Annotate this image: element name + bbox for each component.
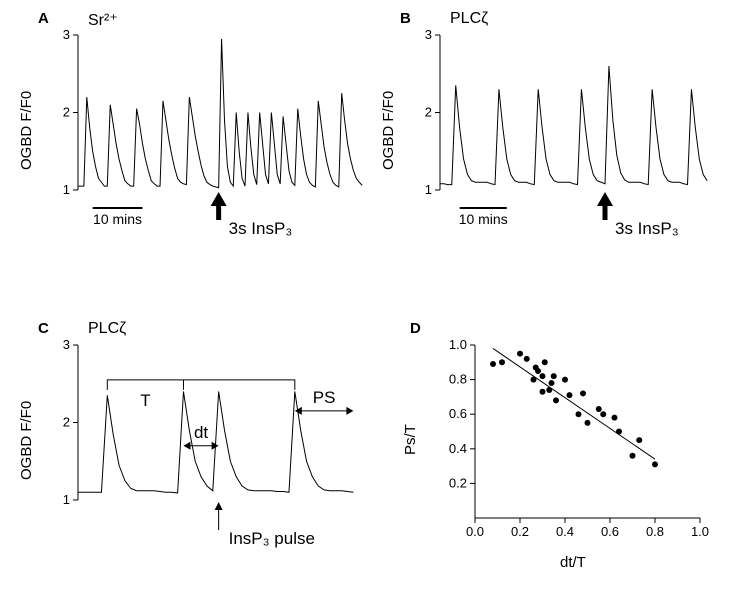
svg-text:3s InsP₃: 3s InsP₃ — [615, 219, 679, 238]
figure: A Sr²⁺ OGBD F/F0 1 2 3 10 mins 3s InsP₃ B PL… — [0, 0, 751, 608]
svg-text:0.8: 0.8 — [449, 372, 467, 387]
svg-text:1.0: 1.0 — [449, 340, 467, 352]
svg-text:3: 3 — [63, 337, 70, 352]
panel-a: A Sr²⁺ OGBD F/F0 12310 mins3s InsP₃ — [38, 10, 376, 240]
svg-text:T: T — [140, 391, 150, 410]
panel-d-chart: 0.2 0.4 0.6 0.8 1.0 0.0 0.2 0.4 0.6 0.8 1.0 — [430, 340, 710, 560]
panel-a-ylabel: OGBD F/F0 — [18, 91, 35, 170]
panel-d-label: D — [410, 320, 421, 337]
svg-text:3s InsP₃: 3s InsP₃ — [229, 219, 293, 238]
panel-b-label: B — [400, 10, 411, 27]
svg-text:InsP₃ pulse: InsP₃ pulse — [229, 529, 315, 548]
svg-text:0.0: 0.0 — [466, 524, 484, 539]
panel-d: D Ps/T dt/T 0.20.40.60.81.00.00.20.40.60… — [430, 340, 710, 560]
svg-text:0.6: 0.6 — [449, 406, 467, 421]
svg-text:0.4: 0.4 — [556, 524, 574, 539]
svg-text:2: 2 — [63, 105, 70, 120]
panel-c-chart: 1 2 3 InsP₃ pulse Tdt PS — [38, 320, 376, 550]
panel-d-xlabel: dt/T — [560, 554, 586, 571]
svg-text:0.2: 0.2 — [449, 475, 467, 490]
panel-d-ylabel: Ps/T — [402, 424, 419, 455]
panel-b-chart: 1 2 3 10 mins 3s InsP₃ — [400, 10, 720, 240]
panel-a-label: A — [38, 10, 49, 27]
svg-text:0.2: 0.2 — [511, 524, 529, 539]
svg-text:10 mins: 10 mins — [459, 211, 508, 227]
panel-b-title: PLCζ — [450, 10, 488, 28]
svg-text:3: 3 — [63, 27, 70, 42]
svg-text:1: 1 — [63, 182, 70, 197]
svg-text:PS: PS — [313, 388, 336, 407]
svg-text:0.8: 0.8 — [646, 524, 664, 539]
svg-text:1: 1 — [63, 492, 70, 507]
panel-c-ylabel: OGBD F/F0 — [18, 401, 35, 480]
svg-text:2: 2 — [63, 415, 70, 430]
panel-a-title: Sr²⁺ — [88, 10, 118, 30]
panel-b: B PLCζ OGBD F/F0 12310 mins3s InsP₃ — [400, 10, 720, 240]
svg-text:0.6: 0.6 — [601, 524, 619, 539]
svg-text:3: 3 — [425, 27, 432, 42]
svg-text:10 mins: 10 mins — [93, 211, 142, 227]
panel-c: C PLCζ OGBD F/F0 123InsP₃ pulseTdtPS — [38, 320, 376, 550]
svg-text:2: 2 — [425, 105, 432, 120]
svg-text:1.0: 1.0 — [691, 524, 709, 539]
svg-text:0.4: 0.4 — [449, 441, 467, 456]
panel-a-chart: 1 2 3 10 mins 3s InsP₃ — [38, 10, 376, 240]
svg-text:1: 1 — [425, 182, 432, 197]
panel-c-label: C — [38, 320, 49, 337]
panel-c-title: PLCζ — [88, 320, 126, 338]
panel-b-ylabel: OGBD F/F0 — [380, 91, 397, 170]
svg-text:dt: dt — [194, 423, 208, 442]
